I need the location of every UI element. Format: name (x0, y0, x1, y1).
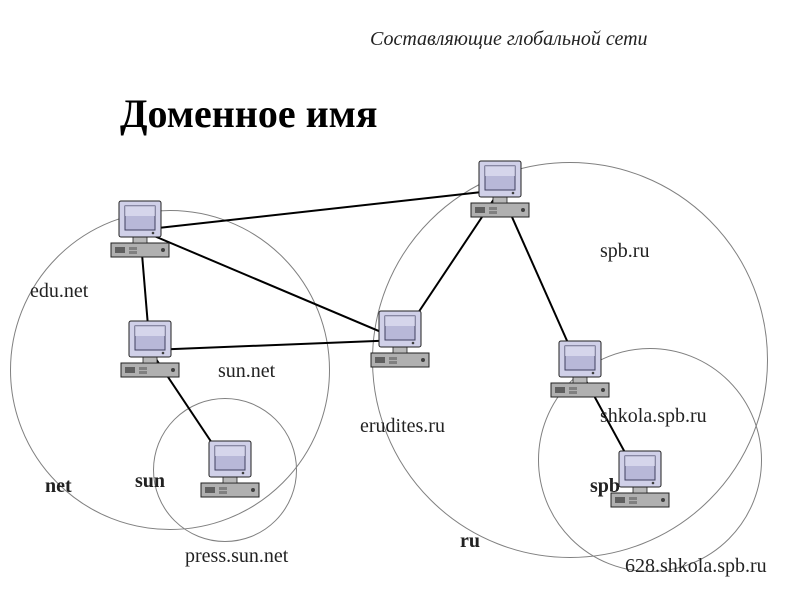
computer-node-press (195, 439, 265, 501)
label-2: press.sun.net (185, 545, 288, 568)
computer-node-shkola (545, 339, 615, 401)
computer-node-sun-net (115, 319, 185, 381)
computer-node-spb-ru (465, 159, 535, 221)
page-subtitle: Составляющие глобальной сети (370, 28, 648, 51)
label-7: shkola.spb.ru (600, 405, 707, 428)
label-10: spb (590, 475, 620, 498)
computer-node-edu-net (105, 199, 175, 261)
computer-node-erudites (365, 309, 435, 371)
label-0: edu.net (30, 280, 88, 303)
label-9: ru (460, 530, 480, 553)
label-3: net (45, 475, 72, 498)
page-title: Доменное имя (120, 90, 378, 137)
label-1: sun.net (218, 360, 275, 383)
label-4: sun (135, 470, 165, 493)
label-8: 628.shkola.spb.ru (625, 555, 767, 578)
label-6: erudites.ru (360, 415, 445, 438)
label-5: spb.ru (600, 240, 649, 263)
